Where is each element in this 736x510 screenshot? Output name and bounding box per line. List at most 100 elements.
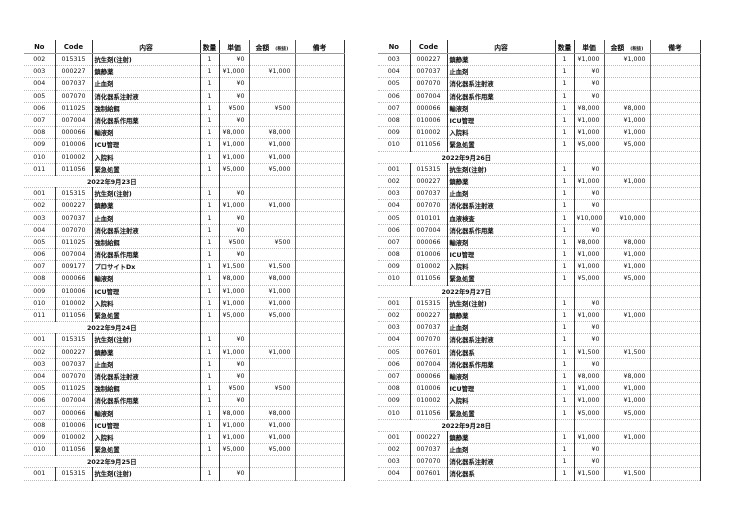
item-code: 000227 — [54, 346, 92, 359]
row-no: 001 — [24, 467, 55, 481]
table-row: 008 010006 ICU管理 1 ¥1,000 ¥1,000 — [378, 382, 700, 396]
amount — [603, 65, 650, 79]
row-no: 004 — [378, 333, 410, 347]
unit-price: ¥0 — [573, 333, 604, 347]
unit-price: ¥1,500 — [218, 260, 249, 274]
amount — [603, 443, 650, 457]
quantity: 1 — [554, 65, 574, 79]
item-code: 000227 — [409, 431, 447, 445]
item-code: 000227 — [409, 175, 447, 189]
date-label: 2022年9月23日 — [24, 175, 200, 189]
unit-price: ¥0 — [573, 187, 604, 201]
amount — [603, 90, 650, 103]
amount: ¥500 — [248, 382, 295, 396]
amount — [248, 358, 295, 371]
amount — [603, 358, 650, 371]
item-name: 血液検査 — [446, 211, 555, 225]
item-name: 消化器系作用薬 — [91, 394, 200, 408]
remarks — [294, 224, 344, 237]
amount: ¥5,000 — [603, 138, 650, 152]
item-name: 消化器系作用薬 — [446, 224, 555, 237]
remarks — [649, 467, 700, 481]
remarks — [294, 431, 344, 445]
date-label: 2022年9月25日 — [24, 455, 200, 469]
item-name: 緊急処置 — [446, 272, 555, 286]
item-name: 入院料 — [91, 297, 200, 310]
unit-price: ¥5,000 — [573, 272, 604, 286]
table-row: 002 015315 抗生剤(注射) 1 ¥0 — [24, 53, 344, 67]
item-name: 鎮静薬 — [446, 53, 555, 67]
row-no: 007 — [378, 236, 410, 250]
item-name: 輸液剤 — [446, 236, 555, 250]
header-amount: 金額 (税抜) — [248, 40, 295, 54]
table-row: 004 007070 消化器系注射液 1 ¥0 — [378, 333, 700, 347]
table-row: 008 000066 輸液剤 1 ¥8,000 ¥8,000 — [24, 272, 344, 286]
item-code: 007037 — [409, 65, 447, 79]
item-code: 007070 — [409, 333, 447, 347]
row-no: 002 — [24, 199, 55, 213]
item-code: 007070 — [54, 370, 92, 384]
table-row: 002 007037 止血剤 1 ¥0 — [378, 443, 700, 457]
item-name: 強制給餌 — [91, 102, 200, 115]
unit-price: ¥5,000 — [573, 138, 604, 152]
amount: ¥1,000 — [603, 309, 650, 323]
item-name: 輸液剤 — [446, 102, 555, 115]
remarks — [649, 163, 700, 176]
row-no: 002 — [378, 443, 410, 457]
amount — [603, 321, 650, 335]
table-row: 004 007037 止血剤 1 ¥0 — [24, 77, 344, 91]
remarks — [649, 443, 700, 457]
remarks — [649, 248, 700, 262]
table-row: 003 007070 消化器系注射液 1 ¥0 — [378, 455, 700, 469]
remarks — [294, 382, 344, 396]
row-no: 008 — [378, 382, 410, 396]
remarks — [294, 236, 344, 250]
item-name: 輸液剤 — [91, 126, 200, 140]
quantity: 1 — [554, 467, 574, 481]
row-no: 009 — [378, 260, 410, 274]
unit-price: ¥0 — [573, 358, 604, 371]
amount: ¥5,000 — [248, 309, 295, 323]
remarks — [649, 358, 700, 371]
table-row: 006 007004 消化器系作用薬 1 ¥0 — [378, 224, 700, 237]
row-no: 011 — [24, 309, 55, 323]
remarks — [294, 114, 344, 128]
item-name: 鎮静薬 — [446, 431, 555, 445]
row-no: 006 — [24, 102, 55, 115]
quantity: 1 — [199, 346, 219, 359]
item-code: 015315 — [54, 333, 92, 347]
row-no: 001 — [378, 297, 410, 310]
row-no: 010 — [24, 297, 55, 310]
row-no: 007 — [24, 406, 55, 420]
remarks — [294, 358, 344, 371]
item-code: 000066 — [409, 236, 447, 250]
item-code: 011025 — [54, 236, 92, 250]
item-name: ICU管理 — [446, 248, 555, 262]
remarks — [294, 151, 344, 164]
remarks — [294, 102, 344, 115]
item-code: 010006 — [54, 285, 92, 298]
quantity: 1 — [199, 102, 219, 115]
quantity: 1 — [554, 90, 574, 103]
row-no: 005 — [24, 382, 55, 396]
remarks — [294, 199, 344, 213]
table-row: 008 010006 ICU管理 1 ¥1,000 ¥1,000 — [24, 419, 344, 432]
amount: ¥5,000 — [248, 443, 295, 457]
remarks — [294, 406, 344, 420]
table-row: 011 011056 緊急処置 1 ¥5,000 ¥5,000 — [24, 309, 344, 323]
remarks — [649, 236, 700, 250]
unit-price: ¥500 — [218, 382, 249, 396]
quantity: 1 — [554, 297, 574, 310]
item-code: 007037 — [54, 358, 92, 371]
quantity: 1 — [199, 333, 219, 347]
item-name: 入院料 — [446, 126, 555, 140]
table-row: 006 007004 消化器系作用薬 1 ¥0 — [378, 90, 700, 103]
quantity: 1 — [554, 358, 574, 371]
table-row: 001 000227 鎮静薬 1 ¥1,000 ¥1,000 — [378, 431, 700, 445]
quantity: 1 — [199, 358, 219, 371]
item-name: 止血剤 — [91, 211, 200, 225]
row-no: 003 — [378, 455, 410, 469]
remarks — [294, 370, 344, 384]
remarks — [649, 175, 700, 189]
header-row: No Code 内容 数量 単価 金額 (税抜) 備考 — [378, 40, 700, 54]
